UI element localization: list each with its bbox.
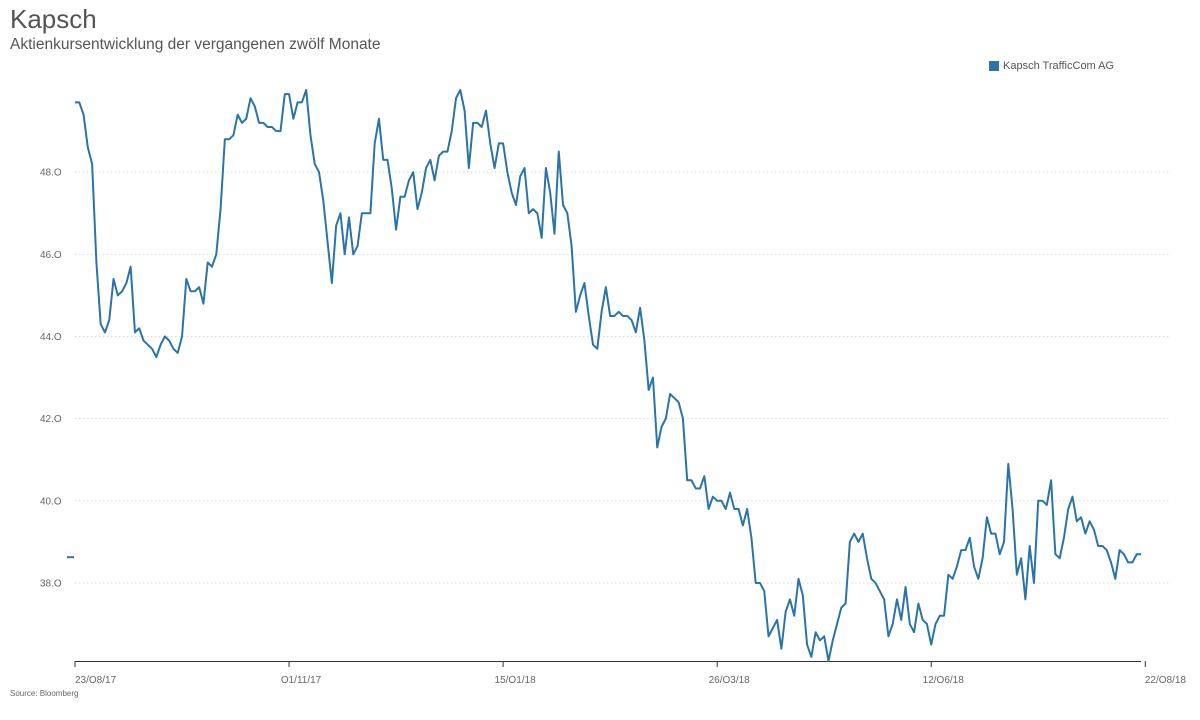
y-tick-label: 40.O <box>40 496 62 507</box>
x-tick-label: 23/O8/17 <box>75 675 117 686</box>
y-tick-label: 48.O <box>40 168 62 179</box>
x-tick-label: 26/O3/18 <box>709 675 751 686</box>
y-tick-label: 38.O <box>40 578 62 589</box>
x-tick-label: O1/11/17 <box>281 675 322 686</box>
x-tick-label: 15/O1/18 <box>495 675 537 686</box>
y-tick-label: 46.O <box>40 250 62 261</box>
legend-label: Kapsch TrafficCom AG <box>1003 60 1115 72</box>
x-axis-ticks: 23/O8/17 O1/11/17 15/O1/18 26/O3/18 12/O6/18… <box>74 661 1187 686</box>
y-tick-label: 42.O <box>40 414 62 425</box>
chart-title: Kapsch <box>10 4 97 34</box>
x-tick-label: 12/O6/18 <box>923 675 965 686</box>
source-note: Source: Bloomberg <box>10 689 79 698</box>
series-line-kapsch <box>75 89 1141 662</box>
chart-subtitle: Aktienkursentwicklung der vergangenen zw… <box>10 36 381 53</box>
y-tick-label: 44.O <box>40 332 62 343</box>
x-tick-label: 22/O8/18 <box>1145 675 1187 686</box>
legend: Kapsch TrafficCom AG <box>989 60 1114 72</box>
y-axis-ticks: 38.O 40.O 42.O 44.O 46.O 48.O <box>40 168 62 590</box>
legend-swatch <box>989 61 999 71</box>
grid-layer <box>75 171 1170 584</box>
